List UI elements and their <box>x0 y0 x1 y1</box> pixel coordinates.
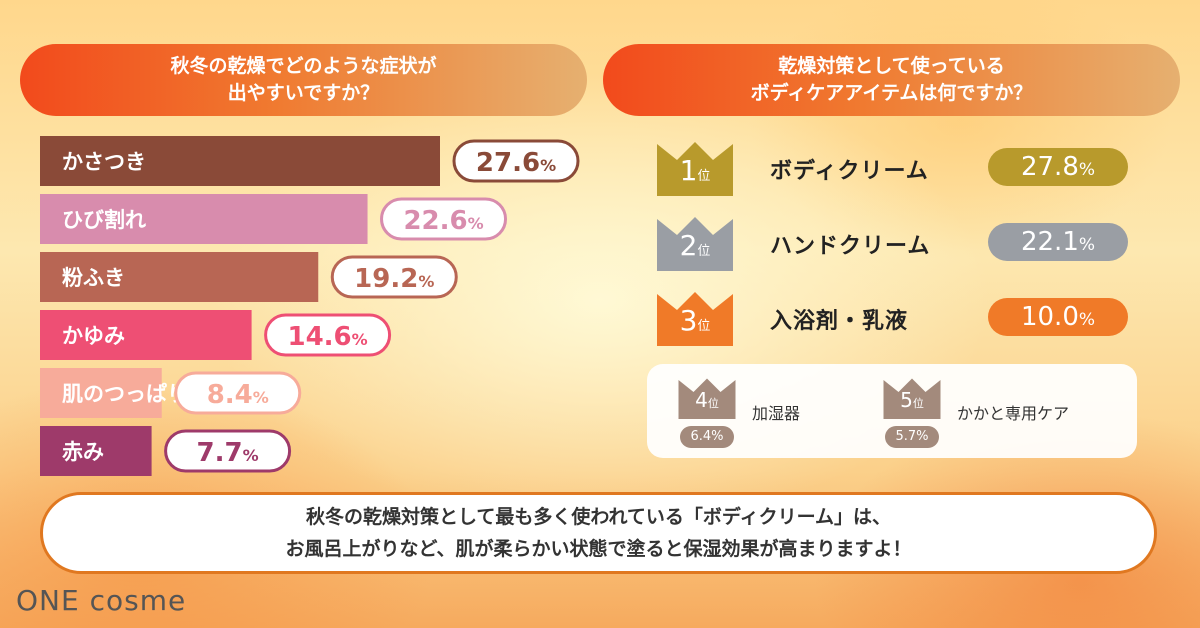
crown-icon: 3位 <box>655 290 735 346</box>
bar-5 <box>40 426 152 476</box>
bar-label-4: 肌のつっぱり <box>62 382 188 406</box>
right-question-text: 乾燥対策として使っている ボディケアアイテムは何ですか？ <box>750 55 1033 104</box>
rank-item-label: ボディクリーム <box>770 159 929 184</box>
rank-number: 3位 <box>679 304 711 337</box>
rank-item-label: かかと専用ケア <box>957 404 1070 423</box>
value-label-3: 14.6% <box>288 322 368 352</box>
symptom-bar-chart: かさつき 27.6% ひび割れ 22.6% 粉ふき 19.2% かゆみ 14.6% 肌のつっぱり… <box>40 136 580 476</box>
value-pill-5 <box>164 429 292 473</box>
value-label-0: 27.6% <box>476 148 556 178</box>
minor-rank-5: 5位 5.7% かかと専用ケア <box>882 374 1102 452</box>
rank-value-pill: 10.0% <box>988 298 1128 336</box>
rank-value-pill: 27.8% <box>988 148 1128 186</box>
bar-1 <box>40 194 368 244</box>
rank-item-label: 加湿器 <box>752 404 801 423</box>
rank-item-label: 入浴剤・乳液 <box>770 309 909 334</box>
bar-2 <box>40 252 319 302</box>
minor-rank-4: 4位 6.4% 加湿器 <box>677 374 897 452</box>
value-label-1: 22.6% <box>403 206 483 236</box>
bar-0 <box>40 136 440 186</box>
rank-number: 5位 <box>900 388 924 412</box>
right-question-header: 乾燥対策として使っている ボディケアアイテムは何ですか？ <box>603 44 1180 116</box>
summary-text: 秋冬の乾燥対策として最も多く使われている「ボディクリーム」は、 お風呂上がりなど… <box>285 506 912 560</box>
rank-value-pill: 22.1% <box>988 223 1128 261</box>
value-label-4: 8.4% <box>207 380 269 410</box>
bar-label-1: ひび割れ <box>62 208 146 232</box>
left-question-text: 秋冬の乾燥でどのような症状が 出やすいですか？ <box>170 55 437 104</box>
value-pill-0 <box>452 139 580 183</box>
rank-row-3: 3位 入浴剤・乳液 10.0% <box>655 290 1135 346</box>
rank-row-2: 2位 ハンドクリーム 22.1% <box>655 215 1135 271</box>
rank-value-badge: 6.4% <box>680 426 734 448</box>
rank-number: 1位 <box>679 154 711 187</box>
rank-value-badge: 5.7% <box>885 426 939 448</box>
value-pill-3 <box>264 313 392 357</box>
value-pill-2 <box>330 255 458 299</box>
bar-4 <box>40 368 162 418</box>
summary-box: 秋冬の乾燥対策として最も多く使われている「ボディクリーム」は、 お風呂上がりなど… <box>40 492 1157 574</box>
crown-icon: 4位 <box>677 376 737 420</box>
rank-number: 4位 <box>695 388 719 412</box>
rank-number: 2位 <box>679 229 711 262</box>
value-label-2: 19.2% <box>354 264 434 294</box>
bar-label-2: 粉ふき <box>62 266 125 290</box>
left-question-header: 秋冬の乾燥でどのような症状が 出やすいですか？ <box>20 44 587 116</box>
brand-logo: ONE cosme <box>16 584 187 617</box>
rank-item-label: ハンドクリーム <box>770 234 931 259</box>
crown-icon: 1位 <box>655 140 735 196</box>
crown-icon: 5位 <box>882 376 942 420</box>
value-pill-1 <box>380 197 508 241</box>
crown-icon: 2位 <box>655 215 735 271</box>
bar-label-0: かさつき <box>62 150 146 174</box>
bar-label-3: かゆみ <box>62 324 125 348</box>
bar-label-5: 赤み <box>62 440 104 464</box>
value-pill-4 <box>174 371 302 415</box>
minor-ranking-box: 4位 6.4% 加湿器 5位 5.7% かかと専用ケア <box>647 364 1137 458</box>
value-label-5: 7.7% <box>197 438 259 468</box>
rank-row-1: 1位 ボディクリーム 27.8% <box>655 140 1135 196</box>
bar-3 <box>40 310 252 360</box>
